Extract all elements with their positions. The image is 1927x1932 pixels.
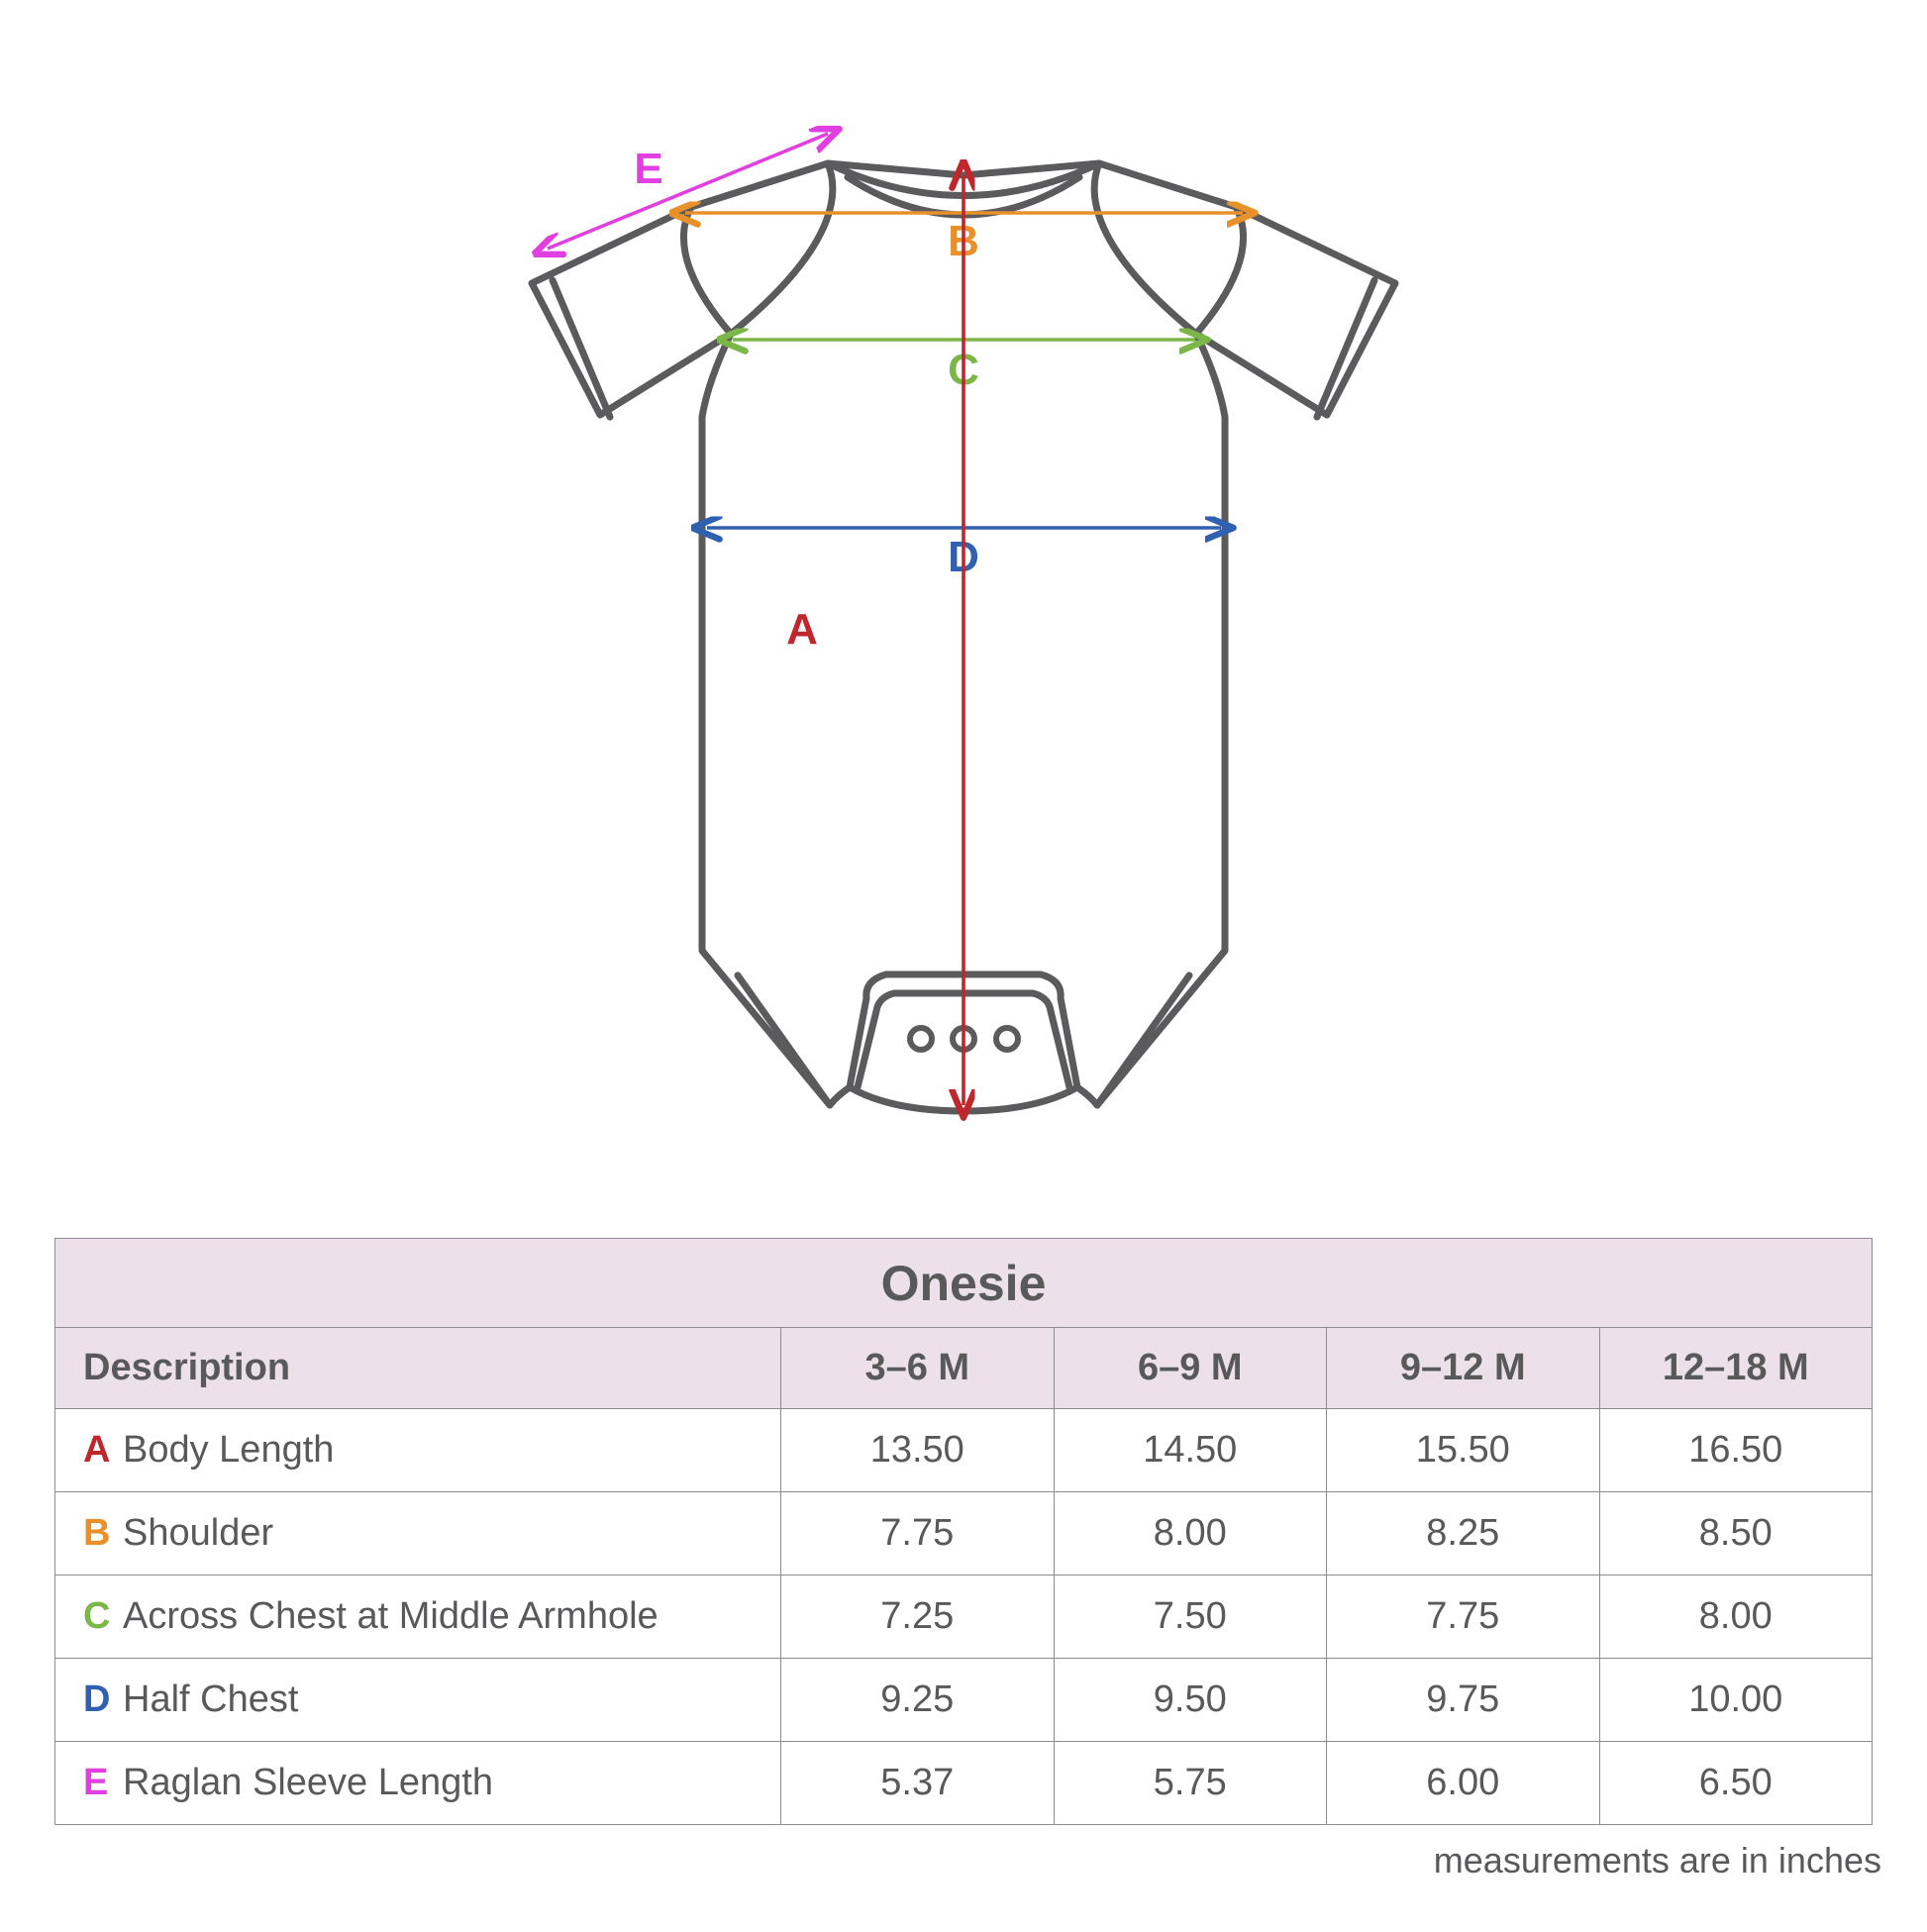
svg-text:A: A bbox=[786, 605, 818, 654]
svg-text:E: E bbox=[634, 145, 662, 193]
